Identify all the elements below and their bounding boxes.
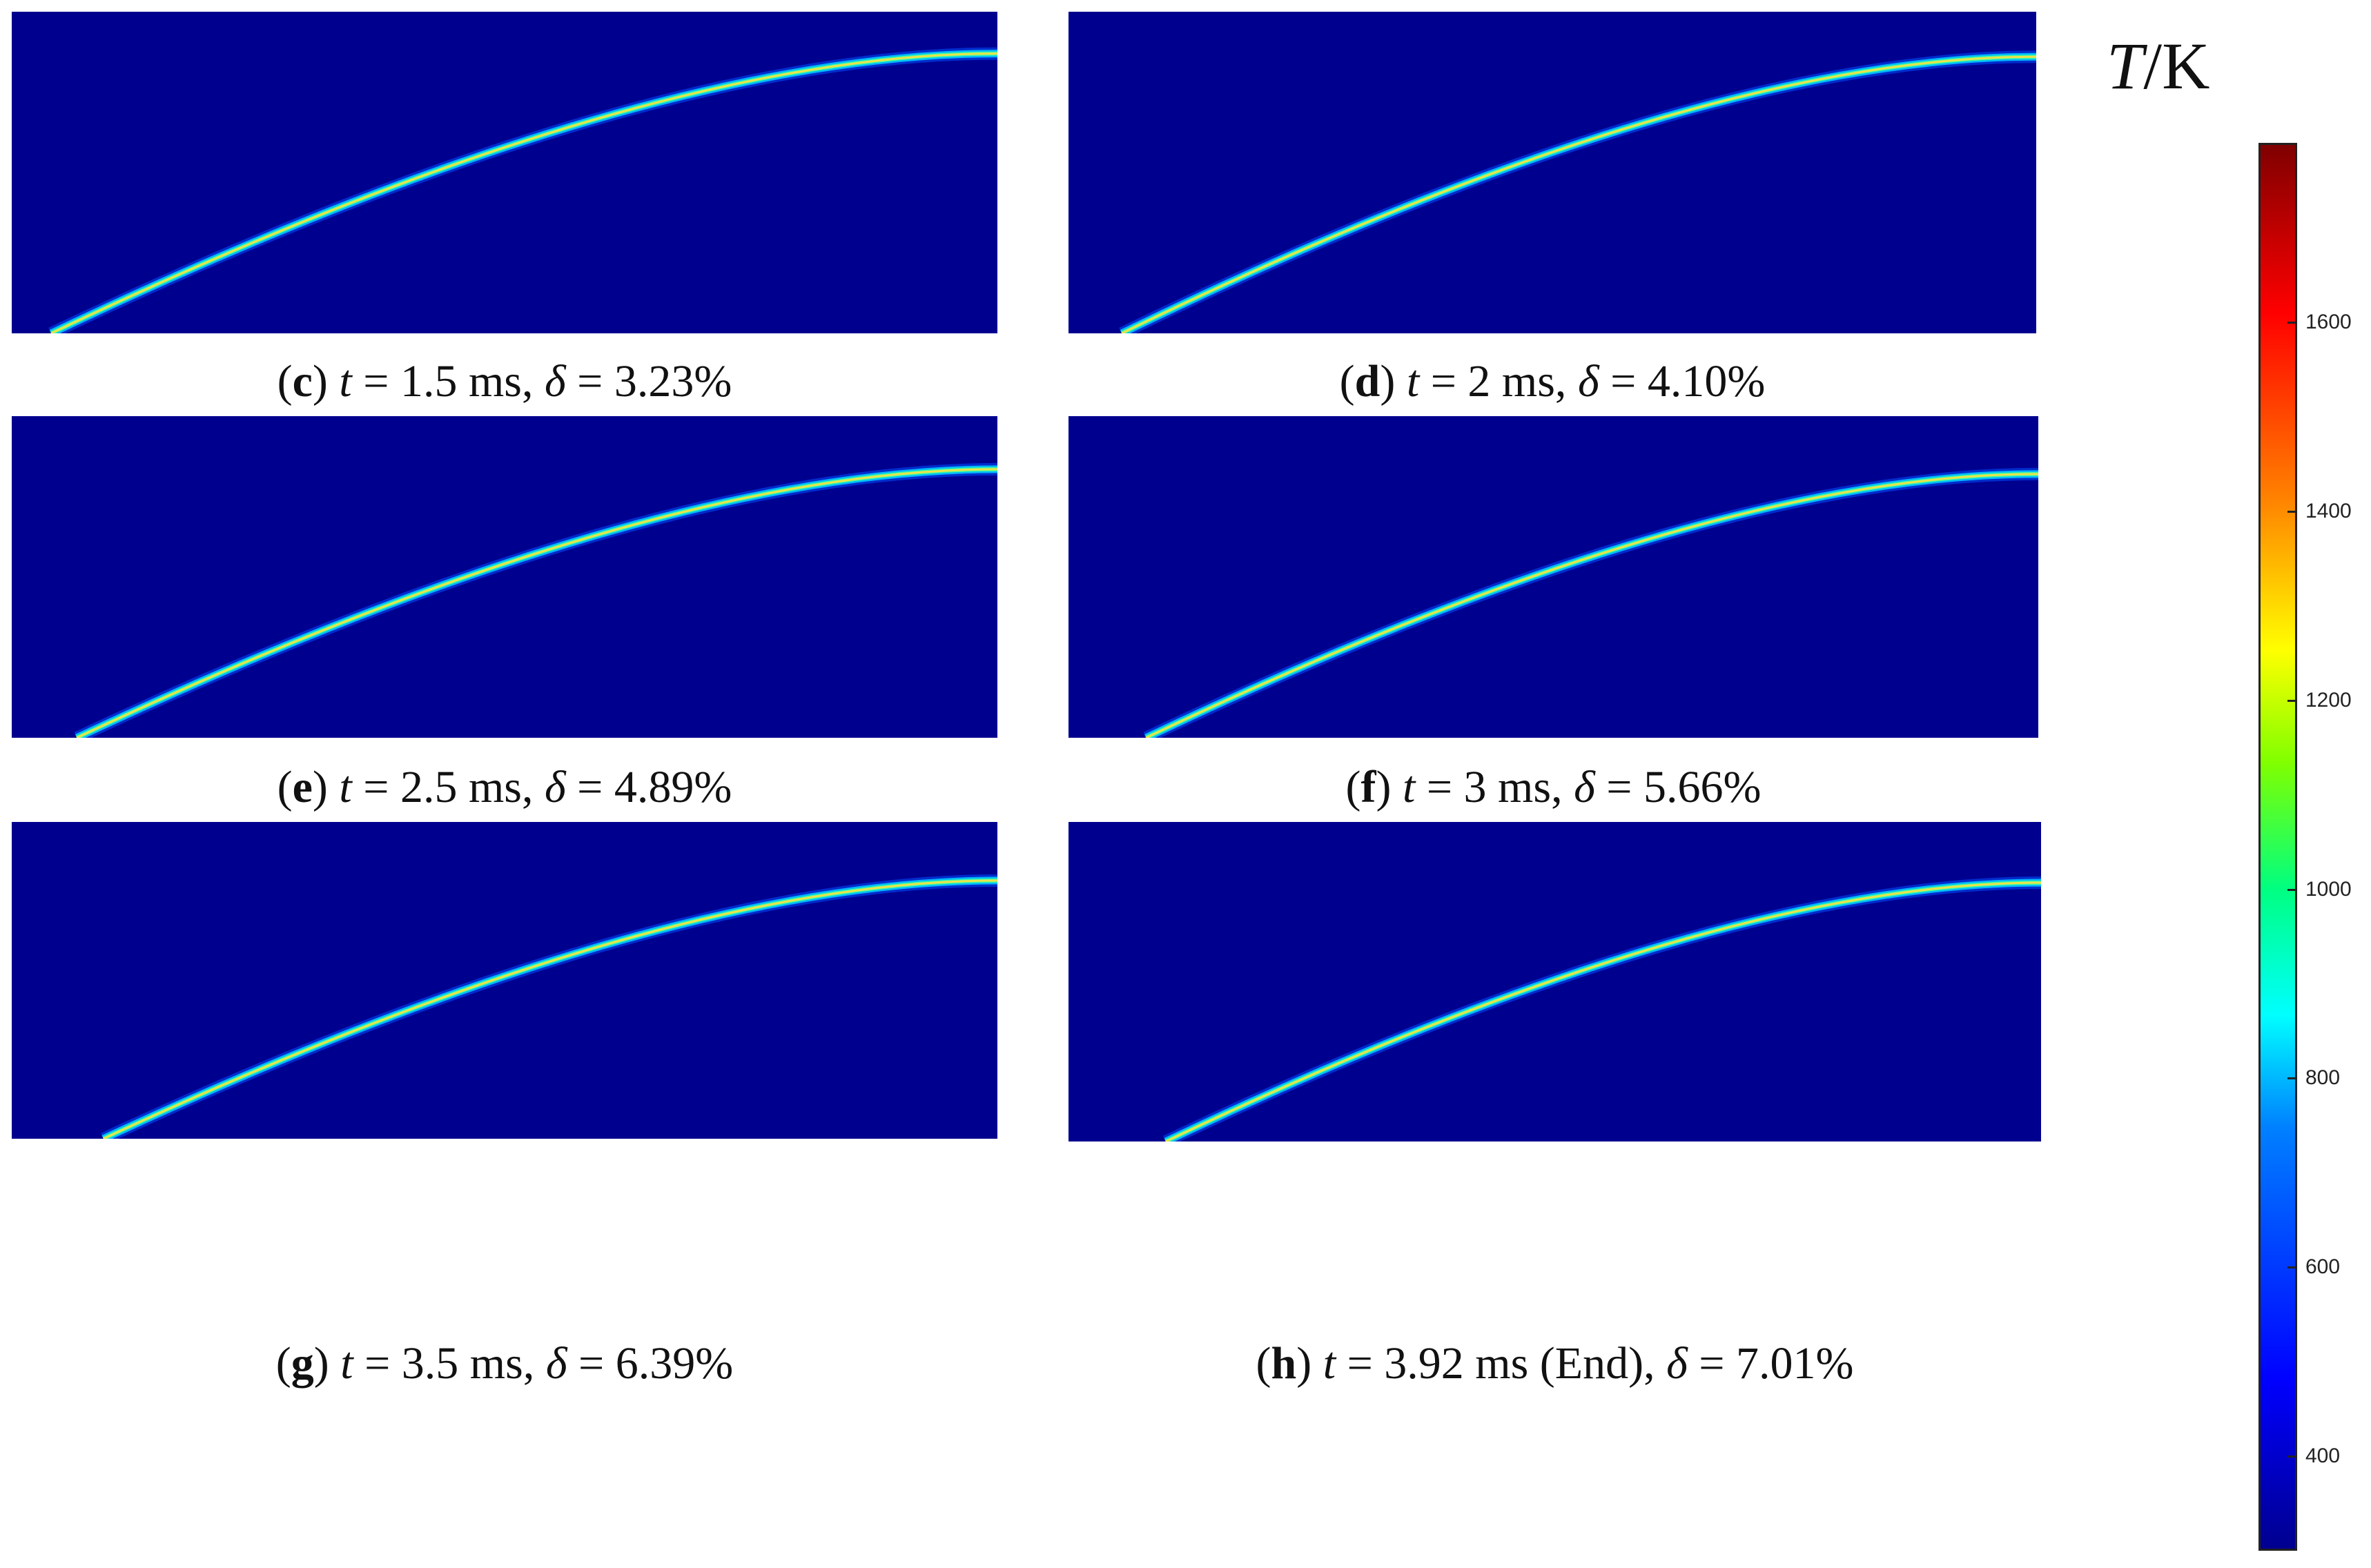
temperature-field-e (12, 416, 997, 738)
colorbar-tick-mark (2287, 1266, 2297, 1269)
caption-f: (f) t = 3 ms, δ = 5.66% (1345, 762, 1762, 812)
colorbar-tick-label: 1400 (2305, 499, 2352, 522)
colorbar-tick-mark (2287, 888, 2297, 891)
caption-d: (d) t = 2 ms, δ = 4.10% (1339, 356, 1766, 406)
temperature-field-h (1069, 822, 2041, 1141)
colorbar-tick-label: 600 (2305, 1255, 2341, 1279)
panel-d (1069, 12, 2036, 333)
panel-c (12, 12, 997, 333)
temperature-field-f (1069, 416, 2038, 738)
colorbar-tick-mark (2287, 510, 2297, 513)
flame-front (1146, 474, 2038, 738)
temperature-field-g (12, 822, 997, 1139)
colorbar-tick-label: 800 (2305, 1066, 2341, 1090)
panel-f (1069, 416, 2038, 738)
panel-h (1069, 822, 2041, 1141)
caption-e: (e) t = 2.5 ms, δ = 4.89% (277, 762, 732, 812)
panel-e (12, 416, 997, 738)
flame-front (1122, 57, 2036, 333)
colorbar-tick-label: 1600 (2305, 311, 2352, 334)
colorbar (2258, 143, 2297, 1551)
flame-front (104, 881, 997, 1139)
colorbar-title: T/K (2107, 29, 2210, 103)
colorbar-tick-label: 1000 (2305, 877, 2352, 901)
field-background (12, 416, 997, 738)
colorbar-tick-mark (2287, 322, 2297, 324)
colorbar-tick-mark (2287, 1077, 2297, 1080)
flame-front (77, 469, 997, 738)
caption-h: (h) t = 3.92 ms (End), δ = 7.01% (1256, 1338, 1854, 1389)
field-background (1069, 416, 2038, 738)
colorbar-tick-mark (2287, 1456, 2297, 1458)
colorbar-tick-label: 1200 (2305, 688, 2352, 712)
temperature-field-d (1069, 12, 2036, 333)
caption-c: (c) t = 1.5 ms, δ = 3.23% (277, 356, 732, 406)
colorbar-tick-label: 400 (2305, 1444, 2341, 1468)
colorbar-tick-mark (2287, 699, 2297, 702)
panel-g (12, 822, 997, 1139)
flame-front (1166, 883, 2041, 1141)
caption-g: (g) t = 3.5 ms, δ = 6.39% (275, 1338, 734, 1389)
temperature-field-c (12, 12, 997, 333)
flame-front (51, 54, 997, 333)
